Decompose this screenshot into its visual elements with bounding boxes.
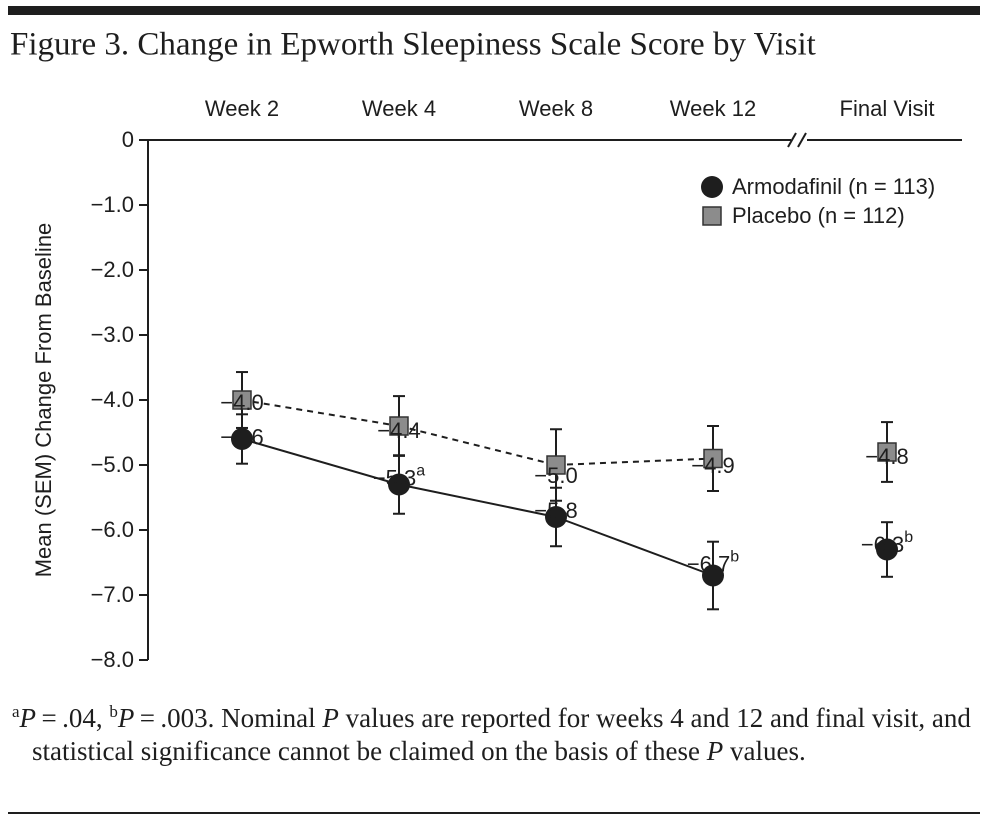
footnote-run: P bbox=[706, 736, 724, 766]
chart-title: Figure 3. Change in Epworth Sleepiness S… bbox=[10, 27, 816, 63]
value-label-note: b bbox=[730, 549, 739, 566]
value-label-text: −5.8 bbox=[534, 498, 577, 523]
series-line bbox=[398, 425, 557, 466]
point bbox=[389, 416, 409, 436]
footnote-run: b bbox=[109, 702, 118, 721]
value-label-note: a bbox=[416, 462, 425, 479]
value-label: −4.0 bbox=[220, 390, 263, 415]
y-tick-label: −7.0 bbox=[91, 582, 134, 607]
value-label-note: b bbox=[904, 529, 913, 546]
point bbox=[388, 473, 410, 496]
point bbox=[877, 442, 897, 462]
x-tick-label: Week 8 bbox=[519, 96, 593, 121]
value-label-text: −6.3 bbox=[861, 532, 904, 557]
series-line bbox=[241, 399, 400, 427]
y-tick-label: −8.0 bbox=[91, 647, 134, 672]
axis-break bbox=[797, 132, 807, 148]
y-tick-label: −4.0 bbox=[91, 387, 134, 412]
series-line bbox=[241, 438, 400, 486]
value-label-text: −5.3 bbox=[373, 465, 416, 490]
bottom-rule bbox=[8, 812, 980, 814]
point bbox=[701, 176, 723, 198]
y-axis-label: Mean (SEM) Change From Baseline bbox=[31, 223, 56, 578]
value-label: −6.3b bbox=[861, 529, 913, 557]
y-tick-label: −1.0 bbox=[91, 192, 134, 217]
value-label-text: −6.7 bbox=[687, 552, 730, 577]
series-line bbox=[398, 483, 557, 518]
y-tick-label: −3.0 bbox=[91, 322, 134, 347]
footnote-run: P bbox=[117, 703, 135, 733]
value-label: −4.6 bbox=[220, 424, 263, 449]
axis-break bbox=[787, 132, 797, 148]
value-label-text: −4.8 bbox=[865, 444, 908, 469]
point bbox=[546, 455, 566, 475]
x-tick-label: Final Visit bbox=[840, 96, 935, 121]
value-label-text: −5.0 bbox=[534, 463, 577, 488]
value-label-text: −4.0 bbox=[220, 390, 263, 415]
legend-label: Armodafinil (n = 113) bbox=[732, 174, 935, 199]
value-label: −5.8 bbox=[534, 498, 577, 523]
footnote-run: a bbox=[12, 702, 20, 721]
series-line bbox=[555, 516, 714, 577]
y-tick-label: 0 bbox=[122, 127, 134, 152]
footnote-run: P bbox=[322, 703, 339, 733]
footnote-run: = .04, bbox=[36, 703, 110, 733]
y-tick-label: −6.0 bbox=[91, 517, 134, 542]
point bbox=[702, 206, 722, 226]
legend-label: Placebo (n = 112) bbox=[732, 203, 905, 228]
point bbox=[232, 390, 252, 410]
footnote-run: values are reported for weeks 4 and 12 a… bbox=[32, 703, 971, 766]
legend-item: Placebo (n = 112) bbox=[702, 203, 905, 228]
value-label: −4.9 bbox=[691, 453, 734, 478]
point bbox=[231, 428, 253, 450]
point bbox=[703, 448, 723, 469]
point bbox=[545, 506, 567, 528]
value-label: −4.4 bbox=[377, 418, 420, 443]
legend-item: Armodafinil (n = 113) bbox=[701, 174, 935, 199]
value-label: −4.8 bbox=[865, 444, 908, 469]
y-tick-label: −2.0 bbox=[91, 257, 134, 282]
y-tick-label: −5.0 bbox=[91, 452, 134, 477]
value-label: −5.0 bbox=[534, 463, 577, 488]
series-line bbox=[555, 457, 714, 466]
value-label-text: −4.9 bbox=[691, 453, 734, 478]
point bbox=[702, 564, 724, 587]
top-rule bbox=[8, 6, 980, 15]
x-tick-label: Week 12 bbox=[670, 96, 756, 121]
footnote-run: P bbox=[19, 703, 37, 733]
footnote-run: = .003. Nominal bbox=[134, 703, 323, 733]
x-tick-label: Week 4 bbox=[362, 96, 436, 121]
footnote: aP = .04, bP = .003. Nominal P values ar… bbox=[12, 702, 986, 768]
value-label: −5.3a bbox=[373, 462, 425, 490]
value-label: −6.7b bbox=[687, 549, 739, 577]
value-label-text: −4.6 bbox=[220, 424, 263, 449]
value-label-text: −4.4 bbox=[377, 418, 420, 443]
footnote-run: values. bbox=[723, 736, 806, 766]
x-tick-label: Week 2 bbox=[205, 96, 279, 121]
point bbox=[876, 538, 898, 561]
